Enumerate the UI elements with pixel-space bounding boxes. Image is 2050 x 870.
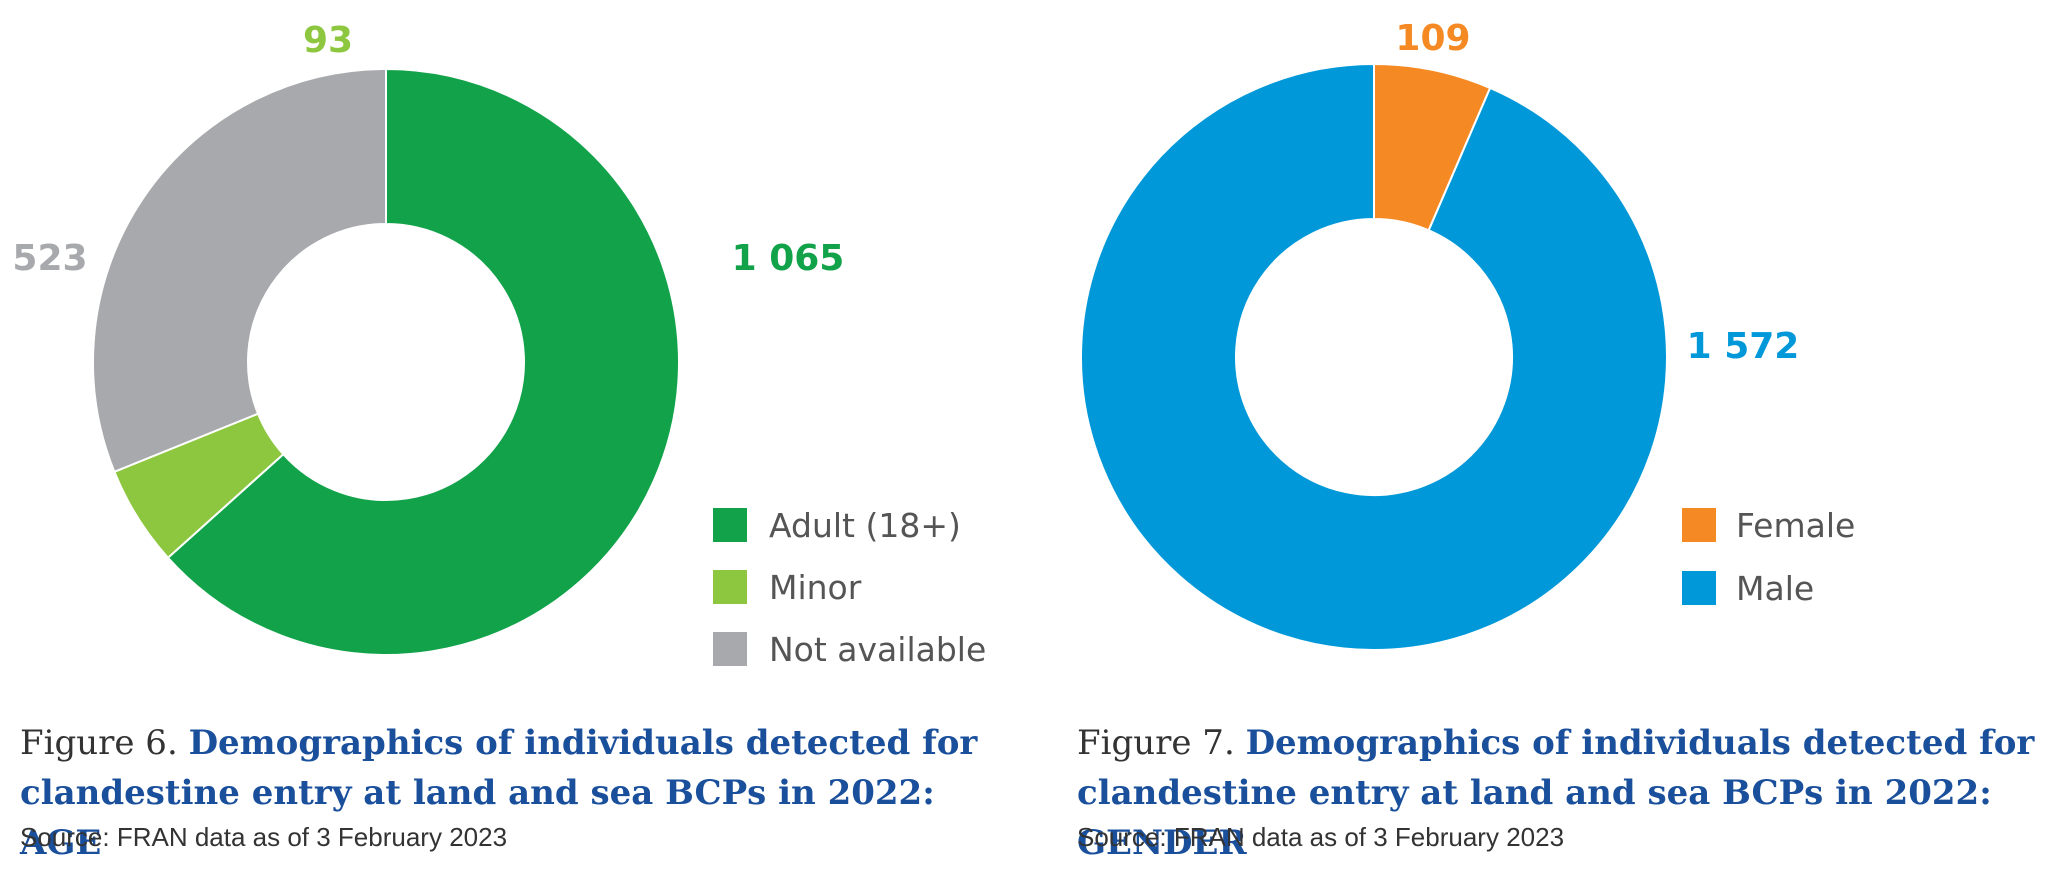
legend-label-not-available: Not available [769,630,986,669]
age-donut-chart: 1 065 93 523 Adult (18+) Minor Not available [12,20,986,669]
slice-not-available [92,67,387,474]
figure-6-panel: 1 065 93 523 Adult (18+) Minor Not available … [12,20,1020,868]
figure-6-source: Source: FRAN data as of 3 February 2023 [20,822,508,852]
figure-6-title: Demographics of individuals detected for… [20,723,978,863]
legend-label-female: Female [1736,506,1855,545]
value-label-female: 109 [1395,18,1470,59]
legend-swatch-male [1682,571,1716,605]
legend-label-male: Male [1736,569,1814,608]
legend-swatch-female [1682,508,1716,542]
figure-7-caption: Figure 7. Demographics of individuals de… [1077,718,2050,868]
figure-6-caption: Figure 6. Demographics of individuals de… [20,718,1020,868]
slice-male [1080,62,1668,651]
figure-7-panel: 109 1 572 Female Male Figure 7. Demographic… [1057,0,2050,870]
slice-adult-18 [166,67,680,656]
figure-7-source: Source: FRAN data as of 3 February 2023 [1077,822,1565,852]
value-label-male: 1 572 [1687,326,1800,367]
value-label-not-available: 523 [12,238,87,279]
figure-7-title: Demographics of individuals detected for… [1077,723,2035,863]
value-label-minor: 93 [303,20,353,61]
figure-6-number: Figure 6. [20,723,178,763]
legend-swatch-not-available [713,632,747,666]
legend-label-adult-18: Adult (18+) [769,506,961,545]
legend-swatch-minor [713,570,747,604]
gender-donut-chart: 109 1 572 Female Male [1080,18,1855,651]
value-label-adult-18: 1 065 [732,238,845,279]
legend-swatch-adult-18 [713,508,747,542]
figure-7-number: Figure 7. [1077,723,1235,763]
legend-label-minor: Minor [769,568,862,607]
